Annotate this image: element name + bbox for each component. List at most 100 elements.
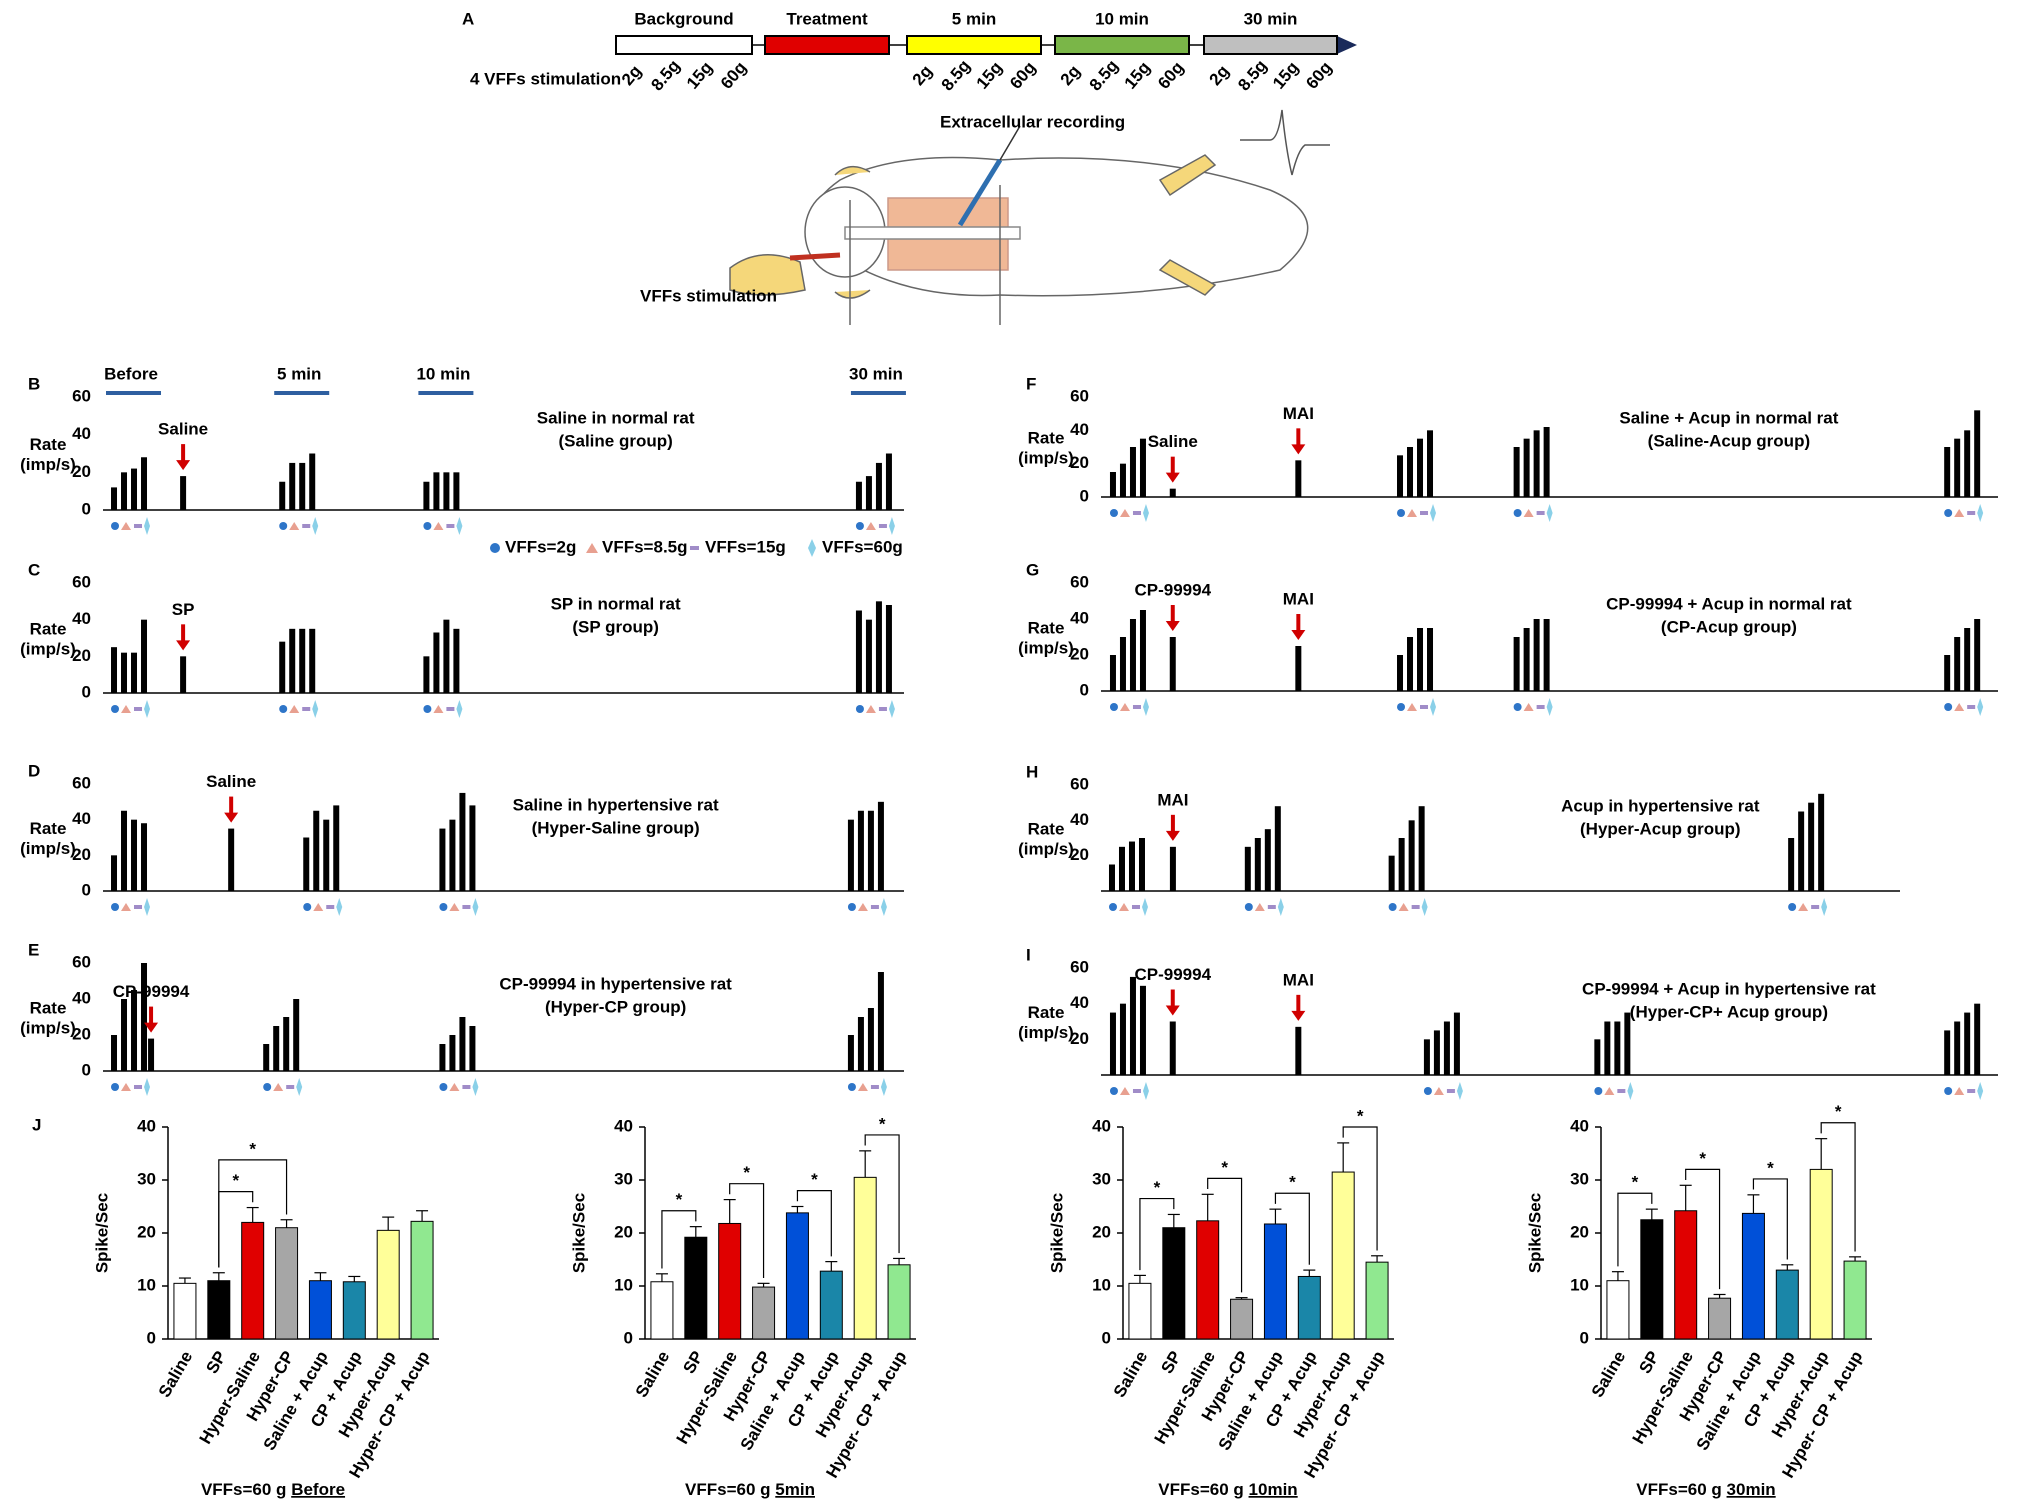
significance-bracket [1139, 1197, 1175, 1271]
phase-label: Treatment [786, 9, 868, 28]
burst-bar [289, 628, 296, 693]
x-tick-label: SP [679, 1348, 707, 1377]
y-tick-label: 20 [1070, 1029, 1089, 1048]
event-label: Saline [1148, 432, 1198, 451]
y-tick-label: 10 [137, 1275, 156, 1294]
stim-symbol [296, 1078, 303, 1096]
stim-symbol [1546, 504, 1553, 522]
y-tick-label: 20 [72, 845, 91, 864]
burst-bar [1128, 841, 1135, 891]
y-tick-label: 20 [614, 1222, 633, 1241]
stim-symbol [1944, 1087, 1953, 1095]
burst-bar [1523, 628, 1530, 691]
burst-bar [1118, 846, 1125, 891]
y-tick-label: 0 [1080, 486, 1089, 505]
stim-symbol [456, 517, 463, 535]
y-tick-label: 20 [1092, 1222, 1111, 1241]
y-tick-label: 40 [1070, 993, 1089, 1012]
x-axis-label-main: VFFs=60 g [201, 1480, 287, 1499]
event-label: Saline [158, 420, 208, 439]
burst-bar [1974, 1003, 1981, 1075]
burst-bar [1533, 619, 1540, 691]
significance-label: * [743, 1163, 750, 1182]
stim-symbol [870, 1085, 879, 1089]
x-axis-label-time: 5min [775, 1480, 815, 1499]
burst-bar [459, 792, 466, 891]
bar [1162, 1227, 1186, 1340]
event-arrow-head [176, 460, 191, 471]
burst-bar [141, 963, 148, 1071]
burst-bar [1624, 1012, 1631, 1075]
significance-label: * [676, 1190, 683, 1209]
stim-symbol [449, 903, 460, 911]
panel-letter: B [28, 374, 40, 393]
stim-symbol [134, 707, 143, 711]
burst-bar [855, 481, 862, 510]
burst-bar [453, 628, 460, 693]
burst-bar [1964, 1012, 1971, 1075]
x-tick-label: SP [1157, 1348, 1185, 1377]
recording-label: Extracellular recording [940, 112, 1125, 131]
burst-bar [459, 1017, 466, 1071]
stim-symbol [1536, 511, 1545, 515]
y-axis-label: Spike/Sec [92, 1193, 111, 1273]
x-axis-label-main: VFFs=60 g [685, 1480, 771, 1499]
bar [1606, 1280, 1630, 1340]
significance-bracket [1342, 1126, 1378, 1251]
burst-bar [1513, 447, 1520, 497]
event-label: SP [172, 600, 195, 619]
burst-bar [293, 999, 300, 1071]
stim-symbol [1967, 705, 1976, 709]
significance-label: * [1154, 1178, 1161, 1197]
y-axis-label: Rate [1028, 618, 1065, 637]
burst-bar [1254, 838, 1261, 891]
burst-bar [1109, 655, 1116, 691]
panel-title: Saline in hypertensive rat [513, 795, 719, 814]
gram-label: 8.5g [938, 56, 974, 94]
burst-bar [313, 810, 320, 891]
panel-subtitle: (Saline-Acup group) [1648, 431, 1810, 450]
gram-label: 15g [1121, 58, 1154, 93]
burst-bar [1109, 1012, 1116, 1075]
burst-bar [121, 472, 128, 510]
epoch-label: 10 min [416, 364, 470, 383]
legend-label: VFFs=60g [822, 537, 903, 556]
event-label: MAI [1157, 790, 1188, 809]
burst-bar [1108, 864, 1115, 891]
burst-bar [1954, 1021, 1961, 1075]
burst-bar [423, 656, 430, 693]
x-axis-label-time: 10min [1249, 1480, 1298, 1499]
stim-symbol [313, 903, 324, 911]
burst-bar [1533, 430, 1540, 497]
bar [1843, 1260, 1867, 1340]
event-bar [1295, 460, 1302, 497]
y-axis-label: Rate [1028, 1003, 1065, 1022]
gram-label: 15g [973, 58, 1006, 93]
stim-label: 4 VFFs stimulation [470, 69, 621, 88]
burst-bar [443, 472, 450, 510]
significance-label: * [1699, 1149, 1706, 1168]
panel-title: CP-99994 + Acup in hypertensive rat [1582, 979, 1876, 998]
burst-bar [1964, 628, 1971, 691]
burst-bar [1398, 838, 1405, 891]
y-tick-label: 40 [1570, 1116, 1589, 1135]
stim-symbol [878, 707, 887, 711]
y-tick-label: 40 [72, 424, 91, 443]
x-axis-label-time: 30min [1727, 1480, 1776, 1499]
burst-bar [299, 628, 306, 693]
stim-symbol [336, 898, 343, 916]
event-bar [1169, 846, 1176, 891]
bar [410, 1220, 434, 1340]
y-tick-label: 60 [72, 572, 91, 591]
stim-symbol [1944, 509, 1953, 517]
significance-label: * [811, 1170, 818, 1189]
burst-bar [1423, 1039, 1430, 1075]
stim-symbol [1119, 703, 1130, 711]
y-tick-label: 10 [1092, 1275, 1111, 1294]
y-tick-label: 30 [614, 1169, 633, 1188]
y-tick-label: 20 [1070, 453, 1089, 472]
panel-title: CP-99994 in hypertensive rat [499, 974, 732, 993]
stim-symbol [880, 898, 887, 916]
burst-bar [1974, 410, 1981, 497]
stim-symbol [1513, 703, 1522, 711]
